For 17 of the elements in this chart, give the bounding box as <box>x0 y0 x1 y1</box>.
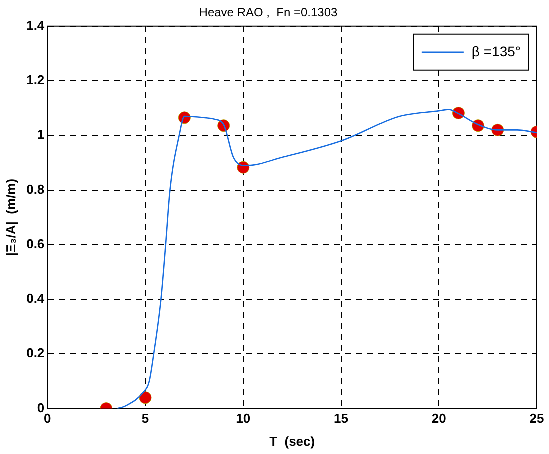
y-tick-label: 0.2 <box>26 346 45 361</box>
x-tick-label: 15 <box>334 411 349 426</box>
y-tick-label: 1.2 <box>26 72 45 88</box>
x-tick-label: 20 <box>432 411 446 426</box>
y-tick-label: 1.4 <box>26 18 46 33</box>
legend-label: β =135° <box>472 43 522 60</box>
y-tick-label: 0.4 <box>26 291 46 306</box>
chart-title: Heave RAO , Fn =0.1303 <box>199 6 338 20</box>
y-tick-label: 0 <box>37 400 45 416</box>
y-axis-title: |Ξ₃/A| (m/m) <box>3 178 18 256</box>
y-tick-label: 0.8 <box>26 182 45 197</box>
x-tick-label: 10 <box>236 411 251 426</box>
y-tick-label: 1 <box>37 127 45 142</box>
x-tick-label: 25 <box>530 411 544 426</box>
y-tick-label: 0.6 <box>26 236 45 252</box>
x-axis-title: T (sec) <box>270 434 316 449</box>
x-tick-label: 5 <box>142 411 150 426</box>
